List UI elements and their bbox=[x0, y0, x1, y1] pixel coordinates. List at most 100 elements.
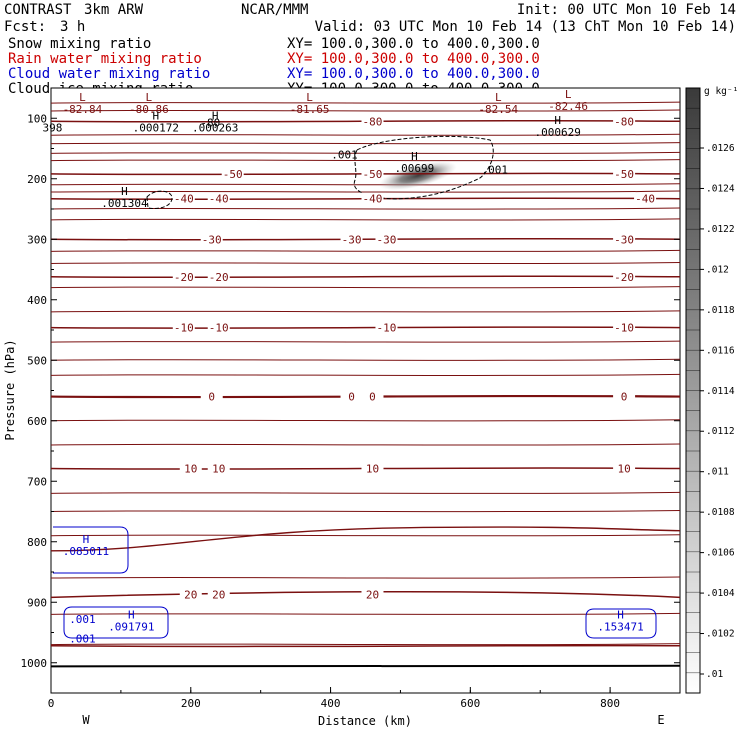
background-line bbox=[51, 534, 680, 537]
contour-label-background bbox=[613, 233, 636, 245]
contour-label: -80 bbox=[363, 115, 383, 128]
background-line bbox=[51, 443, 680, 446]
colorbar-label: .0108 bbox=[706, 507, 735, 518]
background-line bbox=[51, 358, 680, 361]
contour-label-background bbox=[361, 390, 384, 402]
colorbar-label: .0112 bbox=[706, 426, 735, 437]
field-title-rain: Rain water mixing ratio bbox=[8, 51, 202, 67]
contour-label: -40 bbox=[209, 193, 229, 206]
center-label: NCAR/MMM bbox=[241, 2, 308, 18]
contour-label: -10 bbox=[174, 322, 194, 335]
contour-label: 10 bbox=[184, 463, 197, 476]
contour-label: -50 bbox=[614, 168, 634, 181]
background-line bbox=[51, 249, 680, 253]
contour-label-background bbox=[179, 588, 202, 600]
contour-label-background bbox=[613, 115, 636, 127]
contour-label-background bbox=[221, 167, 244, 179]
contour-label-background bbox=[613, 462, 636, 474]
plot-layer bbox=[51, 101, 680, 668]
extremum-letter: H bbox=[212, 109, 219, 122]
background-line bbox=[51, 142, 680, 145]
extremum-letter: H bbox=[153, 109, 160, 122]
west-label: W bbox=[82, 713, 90, 727]
contour-label: -20 bbox=[174, 271, 194, 284]
cloud-water-contour bbox=[585, 608, 657, 639]
contour-label-background bbox=[375, 321, 398, 333]
colorbar-label: .01 bbox=[706, 669, 723, 680]
y-tick-label: 800 bbox=[27, 536, 47, 549]
x-tick-label: 600 bbox=[460, 697, 480, 710]
contour-label-background bbox=[340, 390, 363, 402]
contour-label: -10 bbox=[377, 322, 397, 335]
extremum-letter: L bbox=[306, 91, 313, 104]
contour-label-background bbox=[361, 588, 384, 600]
temperature-contour-line bbox=[51, 644, 680, 648]
contour-label: -40 bbox=[363, 193, 383, 206]
contour-label-background bbox=[172, 270, 195, 282]
x-tick-label: 200 bbox=[181, 697, 201, 710]
contour-label: -10 bbox=[209, 322, 229, 335]
background-line bbox=[51, 190, 680, 193]
axes: 0 200 400 600 800100200300400500600700800900… bbox=[21, 87, 680, 710]
contour-value-label: .001 bbox=[69, 633, 96, 646]
background-line bbox=[51, 109, 680, 112]
contour-label: 10 bbox=[366, 463, 379, 476]
extremum-value: .153471 bbox=[597, 620, 643, 633]
background-line bbox=[51, 643, 680, 646]
colorbar-label: .0124 bbox=[706, 183, 735, 194]
background-line bbox=[51, 491, 680, 495]
temperature-contour-line bbox=[51, 526, 680, 552]
extremum-letter: H bbox=[554, 114, 561, 127]
x-tick-label: 800 bbox=[600, 697, 620, 710]
contour-label-background bbox=[179, 462, 202, 474]
x-axis-title: Distance (km) bbox=[318, 714, 412, 728]
colorbar-label: .0122 bbox=[706, 224, 735, 235]
colorbar: g kg⁻¹ .0126 .0124 .0122 .012 .0118 .0116 .011… bbox=[685, 86, 738, 694]
contour-label-background bbox=[172, 321, 195, 333]
contour-label-background bbox=[340, 233, 363, 245]
background-line bbox=[51, 261, 680, 265]
contour-label-background bbox=[634, 192, 657, 204]
extremum-letter: H bbox=[83, 533, 90, 546]
contour-label-background bbox=[172, 192, 195, 204]
contour-label-background bbox=[613, 270, 636, 282]
y-axis-title: Pressure (hPa) bbox=[3, 339, 17, 440]
forecast-hour: 3 h bbox=[60, 19, 85, 35]
background-line bbox=[51, 510, 680, 513]
extremum-letter: H bbox=[128, 608, 135, 621]
contour-value-label: .001 bbox=[69, 613, 96, 626]
contour-labels: -80 -80-50 -50 -50-40 -40 -40 -40-30 -30 -30 -30-… bbox=[42, 88, 657, 646]
contour-label: -30 bbox=[377, 233, 397, 246]
colorbar-unit: g kg⁻¹ bbox=[704, 86, 738, 97]
contour-label: 0 bbox=[621, 391, 628, 404]
background-line bbox=[51, 218, 680, 221]
background-line bbox=[51, 159, 680, 162]
contour-label: 0 bbox=[208, 391, 215, 404]
y-tick-label: 1000 bbox=[21, 657, 48, 670]
background-line bbox=[51, 419, 680, 422]
contour-label-background bbox=[207, 270, 230, 282]
extremum-value: -80.86 bbox=[129, 103, 169, 116]
valid-time: Valid: 03 UTC Mon 10 Feb 14 (13 ChT Mon … bbox=[315, 19, 736, 35]
background-line bbox=[51, 133, 680, 136]
contour-label: 10 bbox=[212, 463, 225, 476]
extremum-value: .091791 bbox=[108, 620, 154, 633]
extremum-letter: L bbox=[79, 91, 86, 104]
background-line bbox=[51, 151, 680, 154]
extremum-letter: L bbox=[146, 91, 153, 104]
colorbar-label: .0104 bbox=[706, 588, 735, 599]
x-tick-label: 0 bbox=[48, 697, 55, 710]
extremum-value: .00699 bbox=[395, 162, 435, 175]
extremum-letter: H bbox=[617, 608, 624, 621]
colorbar-label: .0114 bbox=[706, 386, 735, 397]
contour-label: -30 bbox=[342, 233, 362, 246]
contour-label: -80 bbox=[614, 115, 634, 128]
mixing-ratio-contours bbox=[53, 135, 657, 639]
snow-contour-dashed bbox=[353, 135, 494, 200]
project-label: CONTRAST bbox=[4, 2, 72, 18]
contour-label: -30 bbox=[202, 233, 222, 246]
background-isentropes bbox=[51, 101, 680, 646]
east-label: E bbox=[657, 713, 664, 727]
contour-label-background bbox=[361, 167, 384, 179]
